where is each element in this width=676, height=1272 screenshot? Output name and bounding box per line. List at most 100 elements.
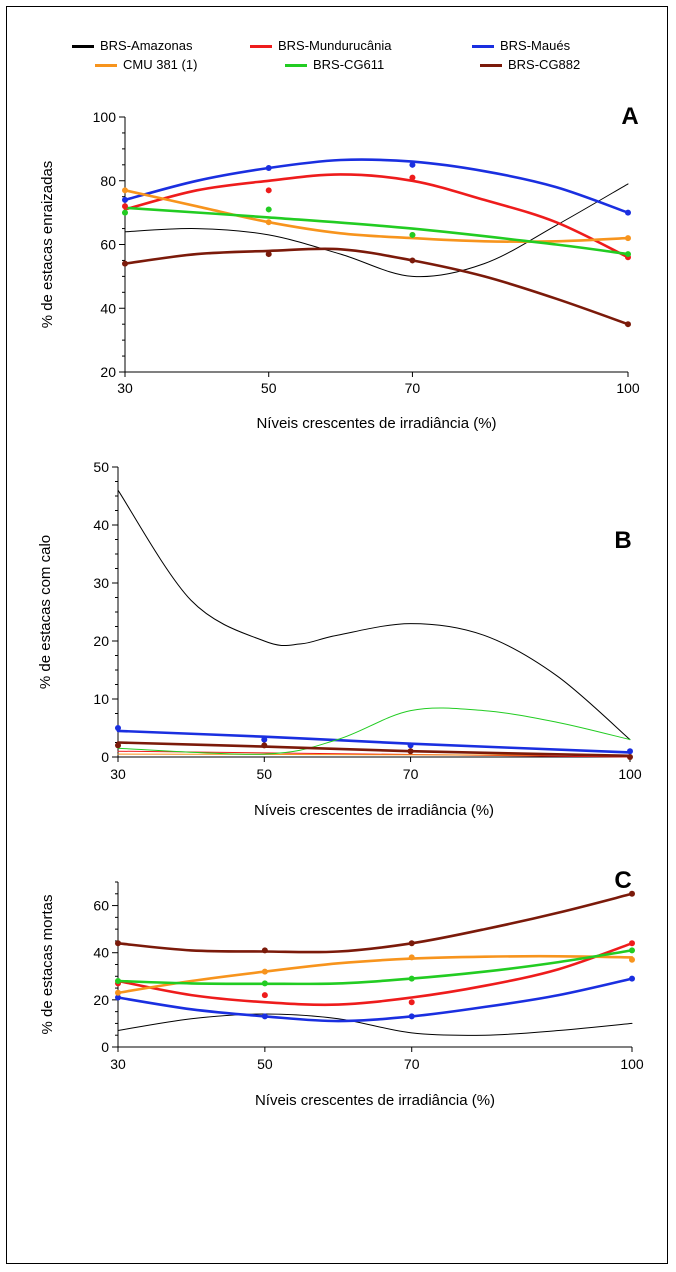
data-point: [265, 251, 272, 258]
legend-swatch: [250, 45, 272, 49]
data-point: [122, 196, 128, 203]
y-tick-label: 30: [93, 575, 109, 591]
panel-letter: C: [614, 867, 631, 894]
y-tick-label: 40: [100, 300, 116, 316]
series-line-4: [116, 954, 634, 995]
y-tick-label: 60: [100, 237, 116, 253]
series-line-1: [117, 1013, 633, 1036]
series-line-6: [116, 892, 634, 954]
x-axis-label: Níveis crescentes de irradiância (%): [254, 802, 494, 819]
y-tick-label: 80: [100, 173, 116, 189]
legend-item-brs-mundurucania: BRS-Mundurucânia: [250, 38, 391, 53]
data-point: [122, 209, 128, 216]
data-point: [115, 978, 121, 984]
data-point: [265, 165, 272, 171]
series-line-3: [116, 729, 632, 754]
data-point: [115, 940, 121, 947]
data-point: [408, 975, 415, 982]
data-point: [122, 187, 128, 194]
data-point: [408, 1013, 415, 1020]
data-point: [115, 725, 121, 731]
data-point: [629, 956, 635, 963]
y-tick-label: 10: [93, 691, 109, 707]
legend-item-brs-amazonas: BRS-Amazonas: [72, 38, 192, 53]
x-tick-label: 70: [404, 1056, 420, 1072]
y-axis-label: % de estacas com calo: [37, 535, 54, 689]
data-point: [629, 947, 635, 954]
series-line-4: [123, 189, 630, 243]
data-point: [625, 235, 631, 242]
data-point: [261, 980, 268, 987]
legend-swatch: [285, 64, 307, 68]
y-tick-label: 0: [101, 1039, 109, 1055]
legend-label: CMU 381 (1): [123, 57, 198, 72]
data-point: [629, 890, 635, 897]
x-tick-label: 70: [405, 380, 421, 396]
data-point: [408, 999, 415, 1006]
y-tick-label: 60: [93, 898, 109, 914]
x-tick-label: 30: [110, 1056, 126, 1072]
series-line-1: [117, 489, 631, 741]
y-tick-label: 20: [100, 364, 116, 380]
figure-frame: [6, 6, 668, 1264]
data-point: [625, 251, 631, 258]
data-point: [407, 748, 414, 755]
data-point: [408, 940, 415, 947]
y-axis-label: % de estacas enraizadas: [39, 161, 56, 329]
legend-label: BRS-CG611: [313, 57, 385, 72]
legend-label: BRS-Mundurucânia: [278, 38, 392, 53]
legend-item-brs-maues: BRS-Maués: [472, 38, 570, 53]
x-axis-label: Níveis crescentes de irradiância (%): [255, 1092, 495, 1109]
x-tick-label: 70: [403, 766, 419, 782]
series-line-3: [123, 158, 630, 214]
series-line-6: [116, 741, 632, 758]
series-line-5: [116, 949, 634, 986]
y-tick-label: 20: [93, 633, 109, 649]
y-axis-label: % de estacas mortas: [39, 894, 56, 1034]
data-point: [261, 1013, 268, 1020]
data-point: [265, 187, 272, 194]
data-point: [629, 975, 635, 982]
data-point: [408, 954, 415, 961]
data-point: [407, 742, 414, 749]
data-point: [265, 219, 272, 226]
data-point: [627, 748, 633, 755]
y-tick-label: 40: [93, 945, 109, 961]
data-point: [409, 231, 416, 238]
x-axis-label: Níveis crescentes de irradiância (%): [256, 415, 496, 432]
data-point: [261, 992, 268, 999]
x-tick-label: 100: [618, 766, 642, 782]
panel-letter: B: [614, 527, 631, 554]
legend-item-cmu-381: CMU 381 (1): [95, 57, 197, 72]
data-point: [627, 754, 633, 760]
y-tick-label: 0: [101, 749, 109, 765]
data-point: [625, 209, 631, 216]
data-point: [122, 260, 128, 267]
legend-item-brs-cg882: BRS-CG882: [480, 57, 580, 72]
y-tick-label: 50: [93, 459, 109, 475]
series-line-5: [123, 206, 630, 256]
series-line-3: [116, 977, 634, 1023]
series-line-5: [117, 707, 631, 755]
data-point: [629, 940, 635, 947]
x-tick-label: 100: [616, 380, 640, 396]
legend-swatch: [472, 45, 494, 49]
data-point: [115, 989, 121, 996]
data-point: [409, 257, 416, 264]
data-point: [625, 321, 631, 328]
series-line-2: [116, 942, 634, 1007]
y-tick-label: 20: [93, 992, 109, 1008]
series-line-2: [117, 750, 631, 758]
legend-swatch: [480, 64, 502, 68]
data-point: [265, 206, 272, 213]
panel-letter: A: [621, 103, 638, 130]
series-line-6: [123, 247, 630, 326]
data-point: [122, 203, 128, 210]
y-tick-label: 40: [93, 517, 109, 533]
data-point: [115, 742, 121, 749]
x-tick-label: 30: [117, 380, 133, 396]
data-point: [261, 742, 268, 749]
data-point: [261, 736, 268, 743]
series-line-2: [123, 173, 630, 259]
